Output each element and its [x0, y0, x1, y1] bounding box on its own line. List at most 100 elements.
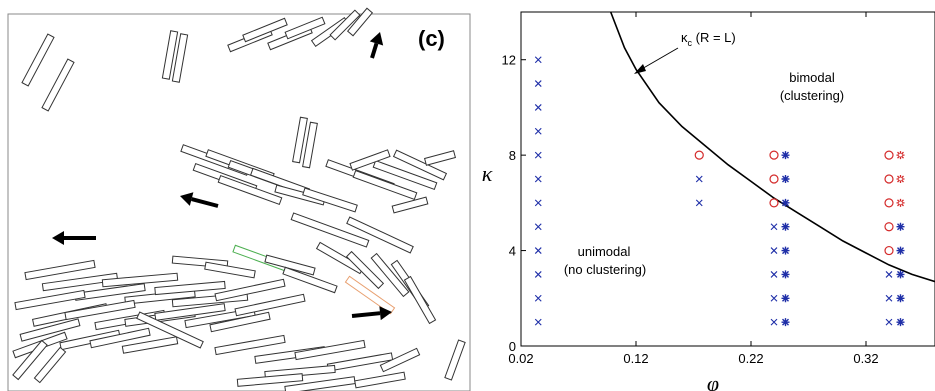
snapshot-frame: [7, 13, 471, 391]
arrow-up-icon: [369, 32, 384, 59]
rod: [161, 30, 179, 80]
cross-marker: [534, 294, 542, 302]
y-axis-title: κ: [482, 161, 493, 186]
cross-marker: [770, 247, 778, 254]
plot-frame: [520, 11, 935, 347]
critical-curve: [609, 12, 935, 283]
rod: [21, 33, 55, 87]
cross-marker: [534, 175, 542, 183]
region-bimodal-line1: bimodal: [789, 70, 835, 85]
star-marker: [896, 198, 905, 207]
cross-marker: [770, 271, 778, 278]
rod: [292, 116, 308, 164]
circle-marker: [769, 174, 779, 184]
cross-marker: [534, 318, 542, 326]
arrow-left-icon: [180, 192, 219, 208]
cross-marker: [770, 223, 778, 231]
cross-marker: [770, 318, 778, 326]
rod: [372, 159, 438, 191]
asterisk-marker: [781, 198, 790, 207]
rod: [370, 252, 410, 298]
x-tick-label: 0.02: [508, 351, 533, 366]
y-tick-label: 8: [509, 148, 516, 163]
rod: [344, 275, 396, 315]
circle-marker: [884, 174, 894, 184]
circle-marker: [884, 245, 894, 256]
region-bimodal-line2: (clustering): [780, 88, 844, 103]
rod: [33, 346, 67, 384]
cross-marker: [534, 151, 542, 159]
star-marker: [896, 151, 905, 160]
cross-marker: [695, 199, 703, 207]
rod: [352, 169, 418, 201]
asterisk-marker: [896, 222, 905, 231]
circle-marker: [769, 198, 779, 208]
rod: [121, 336, 179, 354]
cross-marker: [885, 318, 893, 326]
rod: [12, 339, 48, 381]
asterisk-marker: [781, 151, 790, 160]
circle-marker: [884, 150, 894, 160]
rod: [282, 266, 338, 294]
rod: [444, 339, 466, 381]
cross-marker: [770, 294, 778, 302]
cross-marker: [695, 175, 703, 183]
rod: [290, 212, 370, 248]
region-unimodal-line1: unimodal: [578, 244, 631, 259]
phase-diagram-chart: 0.02 0.12 0.22 0.32 0 4 8 12 φ κ unimodal (no c…: [482, 11, 935, 391]
rod: [346, 7, 374, 37]
arrow-left-icon: [52, 231, 96, 245]
cross-marker: [885, 294, 893, 302]
rod: [89, 327, 151, 349]
rod: [302, 121, 318, 169]
star-marker: [896, 175, 905, 183]
rod: [217, 174, 283, 206]
cross-marker: [534, 80, 542, 87]
region-unimodal-line2: (no clustering): [564, 262, 646, 277]
cross-marker: [534, 199, 542, 207]
circle-marker: [769, 150, 779, 160]
rod: [41, 58, 75, 112]
rod: [154, 303, 226, 321]
rod: [284, 376, 356, 391]
rod: [14, 289, 86, 311]
asterisk-marker: [896, 318, 905, 327]
rod: [209, 311, 271, 333]
rod: [392, 149, 448, 181]
rod: [204, 261, 256, 279]
curve-pointer-arrow-icon: [634, 47, 679, 74]
rod: [101, 272, 179, 288]
rod: [294, 339, 366, 361]
y-tick-label: 0: [509, 339, 516, 354]
rod: [236, 373, 304, 387]
rod: [154, 280, 226, 296]
panel-label: (c): [418, 26, 445, 51]
rod: [354, 371, 406, 389]
cross-marker: [534, 104, 542, 111]
plot-root: 0.02 0.12 0.22 0.32 0 4 8 12: [502, 11, 935, 366]
x-tick-label: 0.22: [738, 351, 763, 366]
rods-layer: [12, 7, 466, 391]
rod: [24, 259, 96, 281]
circle-marker: [694, 150, 704, 160]
y-tick-label: 12: [502, 53, 516, 68]
rod: [19, 318, 81, 342]
circle-marker: [884, 222, 894, 232]
rod: [171, 33, 189, 83]
asterisk-marker: [781, 318, 790, 327]
arrows-layer: [52, 32, 392, 321]
rod: [214, 334, 286, 356]
x-axis-title: φ: [707, 371, 719, 391]
circle-marker: [884, 198, 894, 208]
cross-marker: [534, 56, 542, 64]
rod: [242, 17, 288, 43]
x-tick-label: 0.32: [853, 351, 878, 366]
curve-label: κc (R = L): [681, 30, 736, 48]
asterisk-marker: [896, 294, 905, 303]
rod: [423, 150, 457, 166]
cross-marker: [885, 271, 893, 278]
rod: [302, 187, 358, 213]
rod: [379, 347, 421, 373]
asterisk-marker: [896, 270, 905, 279]
rod: [234, 293, 306, 317]
